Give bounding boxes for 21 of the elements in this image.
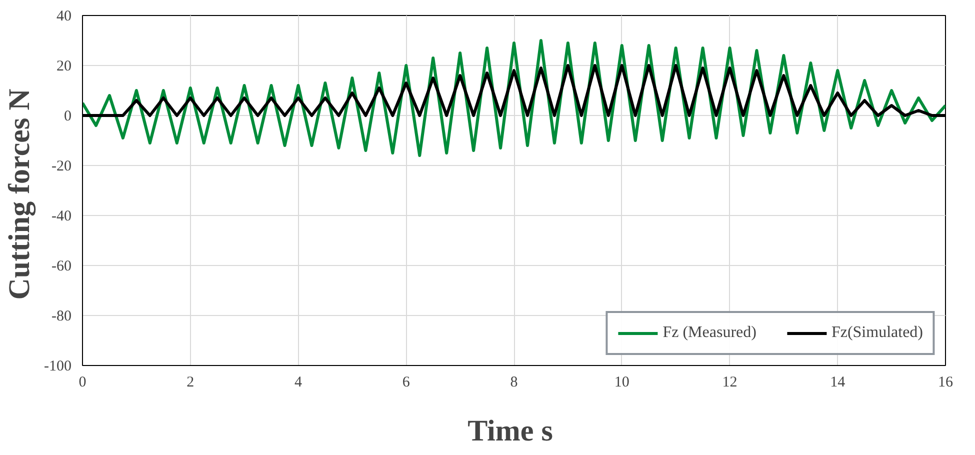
x-tick-label: 10 [614,374,630,390]
y-tick-label: 20 [56,58,72,74]
legend-label: Fz (Measured) [662,324,756,342]
y-tick-label: -60 [52,258,72,274]
y-tick-label: 40 [56,8,72,24]
y-tick-label: -80 [52,308,72,324]
y-tick-label: -20 [52,158,72,174]
x-axis-title: Time s [468,414,553,448]
y-tick-label: -100 [44,358,72,374]
x-tick-label: 4 [294,374,302,390]
y-axis-title: Cutting forces N [3,88,36,300]
x-tick-label: 14 [830,374,846,390]
x-tick-label: 0 [78,374,86,390]
x-tick-label: 8 [510,374,518,390]
legend-label: Fz(Simulated) [831,324,923,342]
y-tick-label: -40 [52,208,72,224]
y-tick-label: 0 [64,108,72,124]
x-tick-label: 6 [402,374,410,390]
x-tick-label: 12 [722,374,738,390]
x-tick-label: 2 [186,374,194,390]
x-tick-label: 16 [938,374,954,390]
